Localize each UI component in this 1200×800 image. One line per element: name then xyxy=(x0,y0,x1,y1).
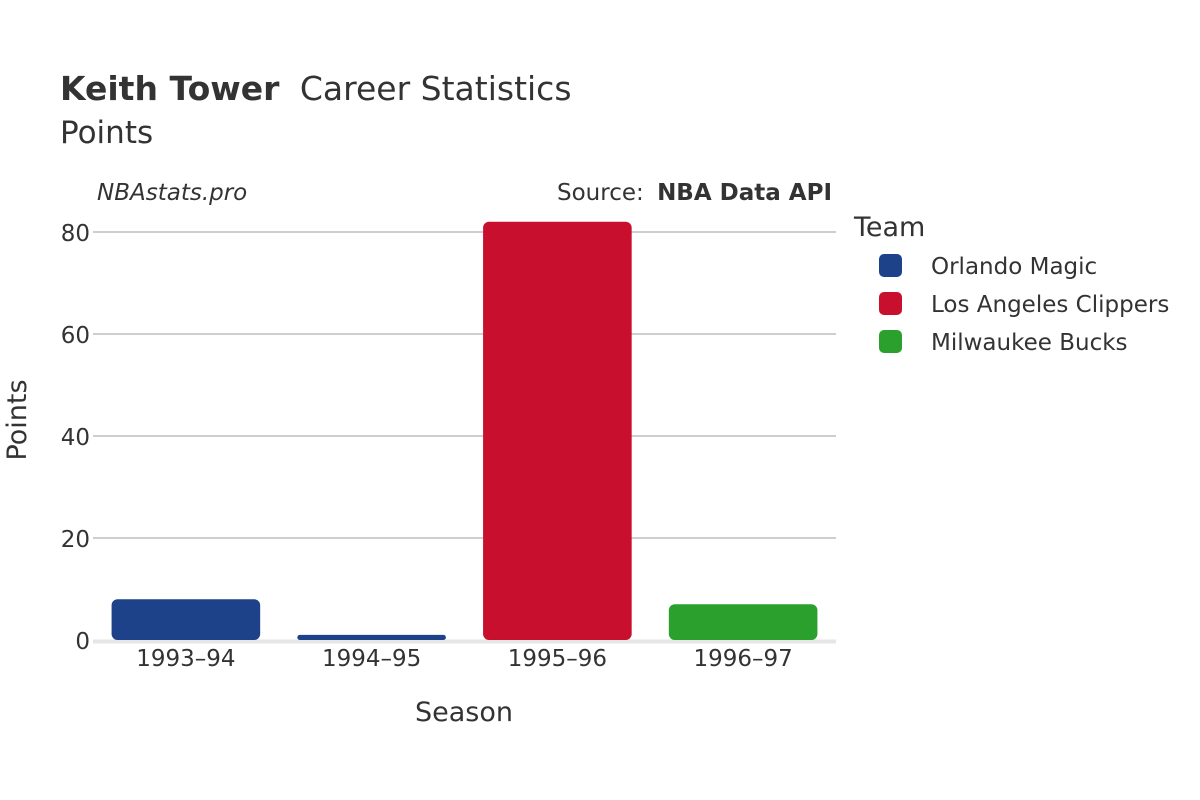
watermark: NBAstats.pro xyxy=(97,180,247,206)
source-value: NBA Data API xyxy=(657,180,832,206)
bar-1995–96 xyxy=(483,221,632,641)
x-tick-label: 1995–96 xyxy=(508,646,607,672)
y-tick-label: 20 xyxy=(61,527,90,553)
y-tick-label: 80 xyxy=(61,221,90,247)
bar-1994–95 xyxy=(297,634,446,640)
legend: Orlando Magic Los Angeles Clippers Milwauk… xyxy=(879,254,1169,356)
y-axis-title: Points xyxy=(2,379,33,460)
x-axis-title: Season xyxy=(415,697,513,728)
x-tick-label: 1994–95 xyxy=(322,646,421,672)
legend-title: Team xyxy=(853,212,925,243)
bar-1996–97 xyxy=(668,604,818,640)
source-text: Source: NBA Data API xyxy=(557,180,832,206)
y-tick-label: 40 xyxy=(61,425,90,451)
bar-1993–94 xyxy=(111,599,261,640)
x-tick-labels: 1993–94 1994–95 1995–96 1996–97 xyxy=(136,646,793,672)
chart-title: Keith Tower Career Statistics xyxy=(60,69,572,108)
grid-lines xyxy=(93,231,836,644)
legend-label: Los Angeles Clippers xyxy=(931,292,1169,318)
x-tick-label: 1996–97 xyxy=(693,646,792,672)
y-tick-label: 60 xyxy=(61,323,90,349)
source-label: Source: xyxy=(557,180,644,206)
legend-label: Milwaukee Bucks xyxy=(931,330,1128,356)
legend-swatch xyxy=(879,254,902,277)
legend-label: Orlando Magic xyxy=(931,254,1097,280)
chart-title-rest: Career Statistics xyxy=(300,69,572,108)
legend-swatch xyxy=(879,330,902,353)
legend-swatch xyxy=(879,292,902,315)
chart-title-bold: Keith Tower xyxy=(60,69,280,108)
y-tick-labels: 0 20 40 60 80 xyxy=(61,221,90,655)
chart-subtitle: Points xyxy=(60,115,153,151)
y-tick-label: 0 xyxy=(75,629,90,655)
x-tick-label: 1993–94 xyxy=(136,646,235,672)
bars xyxy=(111,221,818,641)
